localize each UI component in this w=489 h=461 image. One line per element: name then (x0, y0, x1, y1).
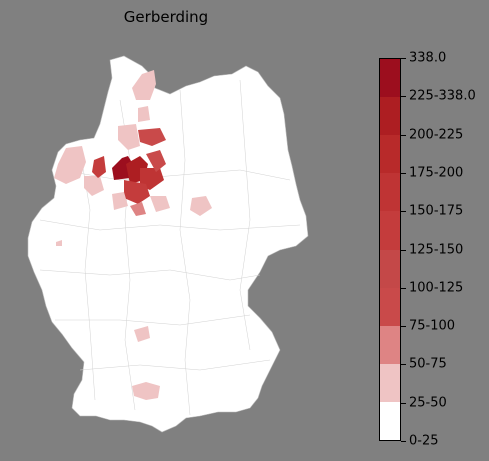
highlighted-districts (54, 70, 212, 400)
district-hamburg (138, 106, 150, 122)
district-celle (138, 128, 166, 146)
district-region-a (118, 124, 140, 150)
district-goettingen (130, 202, 146, 216)
district-goslar (150, 196, 170, 212)
colorbar-segment (380, 325, 400, 364)
colorbar-segment (380, 135, 400, 174)
germany-land (27, 55, 309, 433)
district-ingolstadt (134, 326, 150, 342)
colorbar-tick (401, 134, 406, 136)
colorbar-segment (380, 287, 400, 326)
district-kiel (132, 70, 156, 100)
colorbar-tick (401, 402, 406, 404)
colorbar-tick-label: 75-100 (409, 318, 456, 334)
colorbar-tick (401, 58, 406, 59)
colorbar-segment (380, 59, 400, 98)
district-braunschweig (146, 150, 166, 172)
colorbar-segment (380, 97, 400, 136)
colorbar-tick-label: 25-50 (409, 395, 447, 411)
colorbar-tick (401, 441, 406, 442)
colorbar-tick-label: 100-125 (409, 280, 464, 296)
colorbar (379, 58, 401, 441)
colorbar-tick (401, 249, 406, 251)
colorbar-tick-label: 225-338.0 (409, 88, 476, 104)
colorbar-tick-label: 125-150 (409, 242, 464, 257)
colorbar-tick (401, 326, 406, 328)
colorbar-segment (380, 401, 400, 440)
colorbar-segment (380, 363, 400, 402)
district-munich-area (132, 382, 160, 400)
district-osnabrueck (84, 176, 104, 196)
colorbar-tick-label: 0-25 (409, 433, 439, 449)
colorbar-tick-label: 338.0 (409, 50, 447, 66)
map-title: Gerberding (123, 8, 209, 26)
district-hildesheim (124, 180, 150, 204)
district-emsland (54, 146, 86, 184)
colorbar-tick (401, 364, 406, 366)
colorbar-segment (380, 211, 400, 250)
colorbar-tick-label: 200-225 (409, 127, 464, 143)
district-west-small (56, 240, 62, 246)
colorbar-segment (380, 173, 400, 212)
colorbar-tick (401, 96, 406, 98)
colorbar-tick (401, 287, 406, 289)
colorbar-tick (401, 172, 406, 174)
colorbar-segment (380, 249, 400, 288)
district-diepholz (92, 156, 106, 178)
colorbar-tick-label: 50-75 (409, 356, 447, 372)
district-halle (190, 196, 212, 216)
colorbar-tick-label: 150-175 (409, 203, 464, 219)
colorbar-tick-label: 175-200 (409, 165, 464, 181)
colorbar-tick (401, 211, 406, 213)
district-hameln (112, 192, 128, 210)
